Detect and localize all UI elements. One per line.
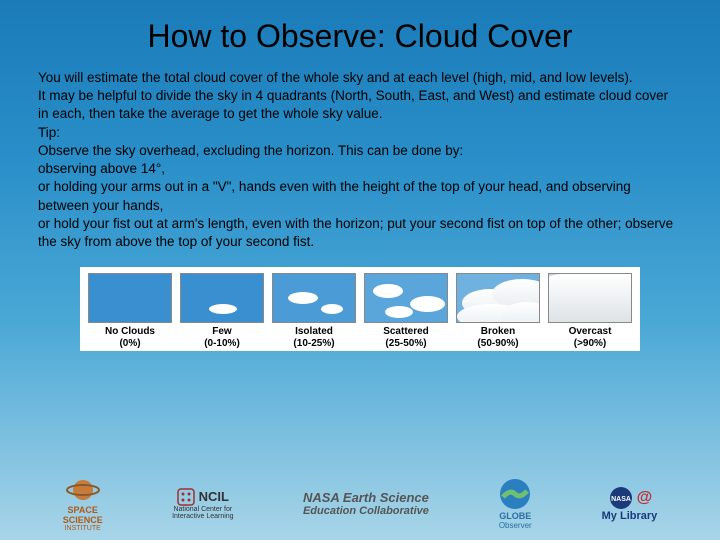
logo-text: NASA Earth Science	[303, 490, 429, 505]
nasa-icon: NASA	[607, 486, 635, 510]
logo-ncil: NCIL National Center for Interactive Lea…	[172, 488, 233, 520]
cloud-swatch-box	[88, 273, 172, 323]
swatch-label: Few	[212, 326, 231, 338]
page-title: How to Observe: Cloud Cover	[38, 18, 682, 55]
body-text: You will estimate the total cloud cover …	[38, 69, 682, 251]
body-p2: It may be helpful to divide the sky in 4…	[38, 87, 682, 123]
logo-space-science: SPACE SCIENCE INSTITUTE	[63, 475, 103, 532]
logo-text: NCIL	[199, 489, 229, 504]
swatch-label: Isolated	[295, 326, 333, 338]
svg-text:NASA: NASA	[611, 496, 631, 503]
logo-text: SCIENCE	[63, 515, 103, 525]
globe-icon	[498, 477, 532, 511]
cloud-swatch-box	[272, 273, 356, 323]
swatch-percent: (50-90%)	[477, 338, 518, 350]
slide: How to Observe: Cloud Cover You will est…	[0, 0, 720, 540]
swatch-label: No Clouds	[105, 326, 155, 338]
body-p1: You will estimate the total cloud cover …	[38, 69, 682, 87]
swatch-percent: (10-25%)	[293, 338, 334, 350]
logo-text: Education Collaborative	[303, 505, 429, 517]
ncil-icon	[177, 488, 195, 506]
cloud-swatch: Overcast(>90%)	[546, 273, 634, 349]
logo-text: GLOBE	[499, 511, 531, 521]
swatch-percent: (0-10%)	[204, 338, 240, 350]
swatch-label: Overcast	[569, 326, 612, 338]
cloud-swatch-box	[180, 273, 264, 323]
logo-globe: GLOBE Observer	[498, 477, 532, 530]
cloud-swatch: Broken(50-90%)	[454, 273, 542, 349]
cloud-swatch: Isolated(10-25%)	[270, 273, 358, 349]
cloud-swatch: No Clouds(0%)	[86, 273, 174, 349]
footer-logos: SPACE SCIENCE INSTITUTE NCIL National Ce…	[0, 475, 720, 532]
logo-text: My Library	[602, 510, 658, 522]
body-p7: or hold your fist out at arm's length, e…	[38, 215, 682, 251]
cloud-swatch: Few(0-10%)	[178, 273, 266, 349]
swatch-label: Scattered	[383, 326, 429, 338]
swatch-percent: (0%)	[119, 338, 140, 350]
body-p3: Tip:	[38, 124, 682, 142]
logo-nesec: NASA Earth Science Education Collaborati…	[303, 490, 429, 517]
cloud-swatch: Scattered(25-50%)	[362, 273, 450, 349]
swatch-label: Broken	[481, 326, 515, 338]
logo-text: National Center for	[173, 506, 232, 513]
logo-text: @	[637, 489, 653, 507]
cloud-swatch-box	[456, 273, 540, 323]
cloud-cover-chart: No Clouds(0%)Few(0-10%)Isolated(10-25%)S…	[80, 267, 640, 351]
cloud-swatch-box	[364, 273, 448, 323]
body-p4: Observe the sky overhead, excluding the …	[38, 142, 682, 160]
swatch-percent: (25-50%)	[385, 338, 426, 350]
body-p6: or holding your arms out in a "V", hands…	[38, 178, 682, 214]
body-p5: observing above 14°,	[38, 160, 682, 178]
planet-icon	[66, 475, 100, 505]
cloud-swatch-box	[548, 273, 632, 323]
logo-nasa-library: NASA @ My Library	[602, 486, 658, 522]
logo-text: INSTITUTE	[65, 525, 101, 532]
logo-text: SPACE	[68, 505, 98, 515]
logo-text: Observer	[499, 521, 532, 530]
logo-text: Interactive Learning	[172, 513, 233, 520]
swatch-percent: (>90%)	[574, 338, 607, 350]
